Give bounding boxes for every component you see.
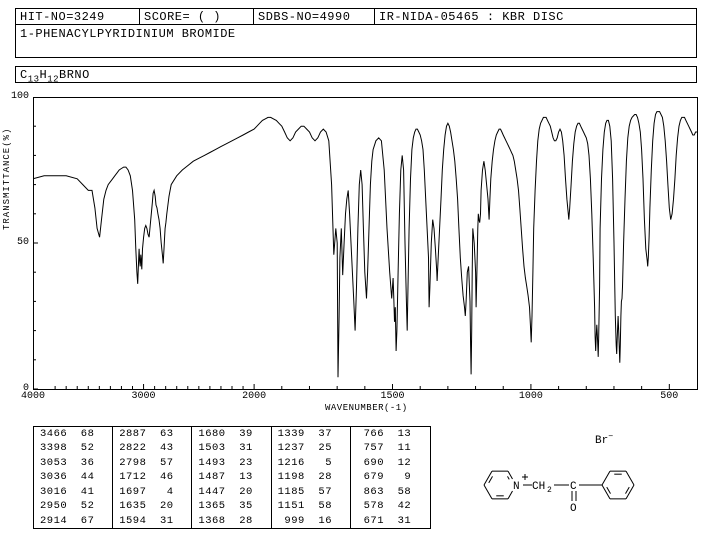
peak-cell: 3053 36 <box>40 457 94 471</box>
peak-cell: 999 16 <box>278 515 332 529</box>
peak-cell: 1339 37 <box>278 428 332 442</box>
header-score: SCORE= ( ) <box>139 8 254 25</box>
svg-text:2: 2 <box>547 486 552 495</box>
peak-cell: 1216 5 <box>278 457 332 471</box>
peak-cell: 2914 67 <box>40 515 94 529</box>
peak-cell: 1594 31 <box>119 515 173 529</box>
x-tick-label: 1000 <box>511 391 551 402</box>
br-anion-label: Br− <box>595 435 613 447</box>
peak-cell: 1487 13 <box>198 471 252 485</box>
x-tick-label: 1500 <box>373 391 413 402</box>
y-tick-label: 100 <box>9 91 29 102</box>
x-tick-label: 4000 <box>13 391 53 402</box>
peak-cell: 3398 52 <box>40 442 94 456</box>
peak-cell: 757 11 <box>357 442 411 456</box>
peak-cell: 2798 57 <box>119 457 173 471</box>
svg-text:O: O <box>570 503 577 515</box>
peak-cell: 3016 41 <box>40 486 94 500</box>
peak-cell: 3466 68 <box>40 428 94 442</box>
x-tick-label: 3000 <box>124 391 164 402</box>
svg-text:N: N <box>513 481 520 493</box>
peak-cell: 1237 25 <box>278 442 332 456</box>
peak-cell: 2887 63 <box>119 428 173 442</box>
peak-cell: 2950 52 <box>40 500 94 514</box>
spectrum-chart <box>33 97 699 391</box>
y-tick-label: 50 <box>9 237 29 248</box>
peak-cell: 1697 4 <box>119 486 173 500</box>
header-formula: C13H12BRNO <box>15 66 697 83</box>
x-tick-label: 2000 <box>234 391 274 402</box>
peak-table: 3466 683398 523053 363036 443016 412950 … <box>33 426 431 529</box>
peak-cell: 1712 46 <box>119 471 173 485</box>
peak-cell: 1680 39 <box>198 428 252 442</box>
peak-cell: 578 42 <box>357 500 411 514</box>
peak-cell: 1503 31 <box>198 442 252 456</box>
peak-cell: 1365 35 <box>198 500 252 514</box>
peak-cell: 2822 43 <box>119 442 173 456</box>
header-sdbs-no: SDBS-NO=4990 <box>253 8 375 25</box>
x-tick-label: 500 <box>649 391 689 402</box>
peak-cell: 690 12 <box>357 457 411 471</box>
peak-cell: 1635 20 <box>119 500 173 514</box>
svg-text:CH: CH <box>532 481 545 493</box>
peak-cell: 671 31 <box>357 515 411 529</box>
chart-x-axis-label: WAVENUMBER(-1) <box>325 403 408 413</box>
peak-cell: 1447 20 <box>198 486 252 500</box>
chart-y-axis-label: TRANSMITTANCE(%) <box>2 128 12 230</box>
peak-cell: 1198 28 <box>278 471 332 485</box>
peak-cell: 3036 44 <box>40 471 94 485</box>
peak-cell: 766 13 <box>357 428 411 442</box>
header-compound-name: 1-PHENACYLPYRIDINIUM BROMIDE <box>15 24 697 58</box>
peak-cell: 679 9 <box>357 471 411 485</box>
peak-cell: 1151 58 <box>278 500 332 514</box>
formula-text: C13H12BRNO <box>20 68 90 82</box>
peak-cell: 1185 57 <box>278 486 332 500</box>
peak-cell: 863 58 <box>357 486 411 500</box>
header-ir-info: IR-NIDA-05465 : KBR DISC <box>374 8 697 25</box>
peak-cell: 1493 23 <box>198 457 252 471</box>
peak-cell: 1368 28 <box>198 515 252 529</box>
molecule-structure: NCH2CO <box>465 430 685 530</box>
header-hit-no: HIT-NO=3249 <box>15 8 140 25</box>
